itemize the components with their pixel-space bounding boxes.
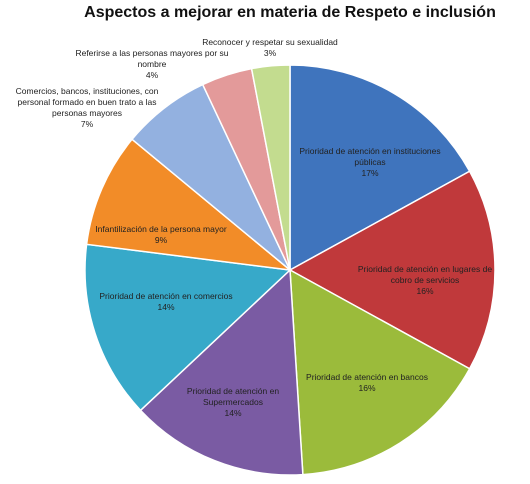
pie-slice	[289, 64, 471, 272]
slice-label-value: 4%	[145, 70, 159, 80]
slice-label-value: 17%	[361, 168, 379, 178]
slice-label: Comercios, bancos, instituciones, con pe…	[12, 86, 162, 130]
chart-title: Aspectos a mejorar en materia de Respeto…	[84, 4, 496, 21]
slice-label-name: Prioridad de atención en Supermercados	[186, 386, 280, 407]
slice-label: Prioridad de atención en comercios 14%	[86, 291, 246, 313]
slice-label: Referirse a las personas mayores por su …	[67, 48, 237, 81]
slice-label-name: Prioridad de atención en comercios	[99, 291, 233, 301]
pie-slice	[84, 243, 292, 412]
slice-label-value: 3%	[263, 48, 277, 58]
slice-label-value: 16%	[416, 286, 434, 296]
slice-label-value: 14%	[224, 408, 242, 418]
slice-label: Prioridad de atención en bancos 16%	[297, 372, 437, 394]
slice-label-name: Infantilización de la persona mayor	[95, 224, 227, 234]
pie-slice	[85, 138, 293, 272]
pie-slice	[288, 170, 496, 370]
slice-label-value: 7%	[80, 119, 94, 129]
pie-slice	[289, 268, 471, 476]
slice-label-name: Reconocer y respetar su sexualidad	[202, 37, 338, 47]
slice-label: Reconocer y respetar su sexualidad 3%	[195, 37, 345, 59]
slice-label-name: Comercios, bancos, instituciones, con pe…	[15, 86, 159, 118]
pie-slice	[139, 268, 304, 476]
slice-label-name: Prioridad de atención en bancos	[306, 372, 428, 382]
slice-label: Prioridad de atención en lugares de cobr…	[350, 264, 500, 297]
pie-slice	[250, 64, 291, 271]
slice-label-value: 9%	[154, 235, 168, 245]
slice-label-name: Referirse a las personas mayores por su …	[75, 48, 229, 69]
slice-label-value: 16%	[358, 383, 376, 393]
slice-label-name: Prioridad de atención en lugares de cobr…	[357, 264, 493, 285]
slice-label-value: 14%	[157, 302, 175, 312]
slice-label: Prioridad de atención en Supermercados 14…	[173, 386, 293, 419]
slice-label-name: Prioridad de atención en instituciones p…	[299, 146, 441, 167]
slice-label: Infantilización de la persona mayor 9%	[86, 224, 236, 246]
slice-label: Prioridad de atención en instituciones p…	[295, 146, 445, 179]
